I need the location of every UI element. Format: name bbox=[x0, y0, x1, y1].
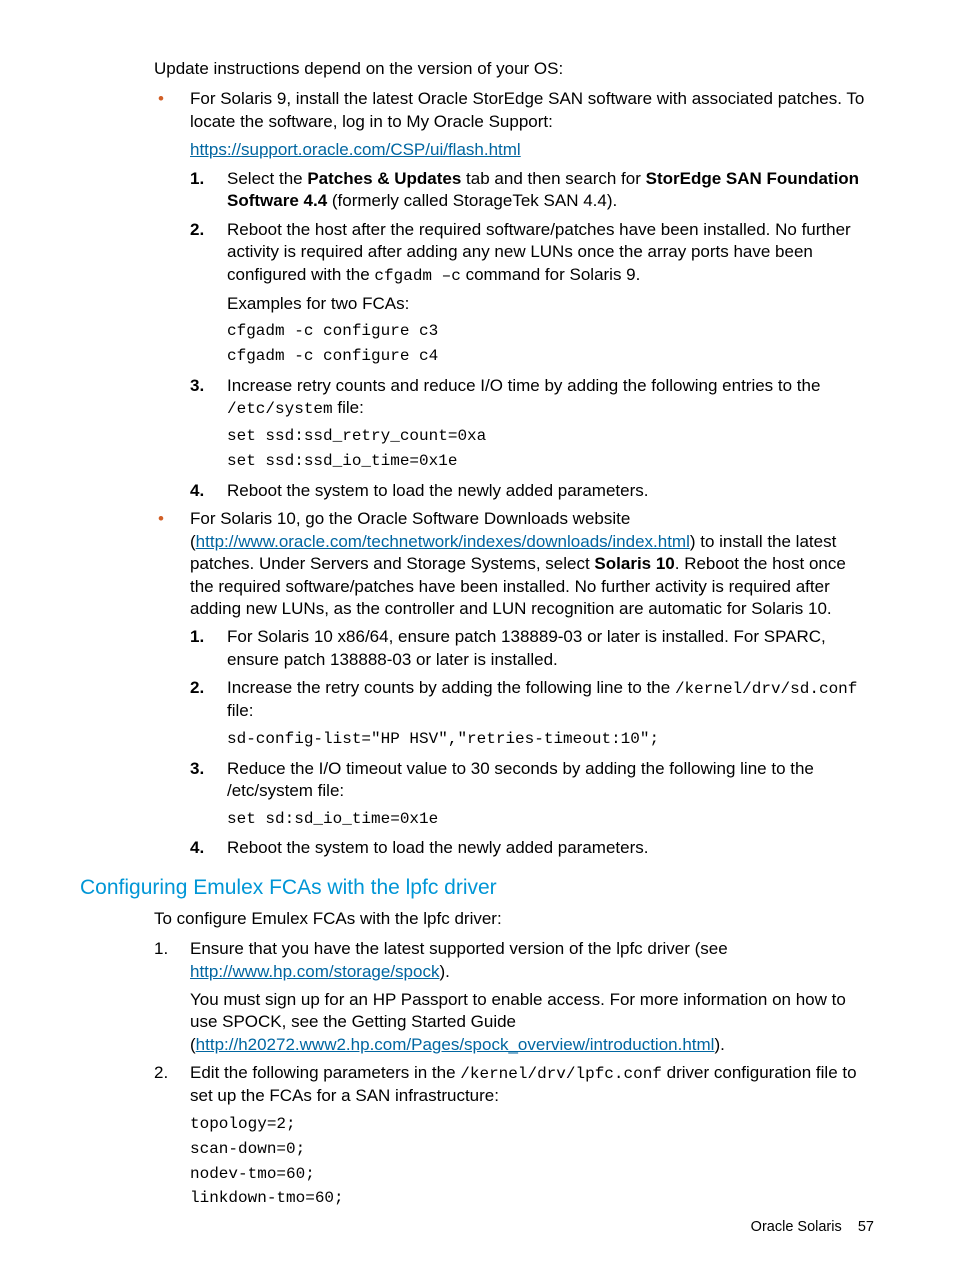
section-heading: Configuring Emulex FCAs with the lpfc dr… bbox=[80, 876, 874, 900]
oracle-downloads-link[interactable]: http://www.oracle.com/technetwork/indexe… bbox=[196, 532, 690, 551]
s9-ssd-code: set ssd:ssd_retry_count=0xa set ssd:ssd_… bbox=[227, 424, 874, 474]
s10-iotime-code: set sd:sd_io_time=0x1e bbox=[227, 807, 874, 832]
os-bullet-list: For Solaris 9, install the latest Oracle… bbox=[80, 88, 874, 859]
bullet-solaris10: For Solaris 10, go the Oracle Software D… bbox=[80, 508, 874, 860]
bullet-solaris9: For Solaris 9, install the latest Oracle… bbox=[80, 88, 874, 502]
s9-step3: Increase retry counts and reduce I/O tim… bbox=[190, 375, 874, 474]
s9-cfgadm-code: cfgadm -c configure c3 cfgadm -c configu… bbox=[227, 319, 874, 369]
intro-text: Update instructions depend on the versio… bbox=[154, 58, 874, 80]
oracle-support-link[interactable]: https://support.oracle.com/CSP/ui/flash.… bbox=[190, 140, 521, 159]
s10-step3: Reduce the I/O timeout value to 30 secon… bbox=[190, 758, 874, 832]
s10-step1: For Solaris 10 x86/64, ensure patch 1388… bbox=[190, 626, 874, 671]
footer-section: Oracle Solaris bbox=[751, 1219, 842, 1235]
document-page: Update instructions depend on the versio… bbox=[0, 0, 954, 1271]
s10-sdconf-code: sd-config-list="HP HSV","retries-timeout… bbox=[227, 727, 874, 752]
solaris9-steps: Select the Patches & Updates tab and the… bbox=[190, 168, 874, 502]
lpfc-step1: Ensure that you have the latest supporte… bbox=[154, 938, 874, 1056]
s9-step1: Select the Patches & Updates tab and the… bbox=[190, 168, 874, 213]
lpfc-step2: Edit the following parameters in the /ke… bbox=[154, 1062, 874, 1211]
s9-step4: Reboot the system to load the newly adde… bbox=[190, 480, 874, 502]
lpfc-intro: To configure Emulex FCAs with the lpfc d… bbox=[154, 908, 874, 930]
hp-spock-link[interactable]: http://www.hp.com/storage/spock bbox=[190, 962, 439, 981]
s9-step2: Reboot the host after the required softw… bbox=[190, 219, 874, 369]
lpfc-passport-note: You must sign up for an HP Passport to e… bbox=[190, 989, 874, 1056]
solaris10-steps: For Solaris 10 x86/64, ensure patch 1388… bbox=[190, 626, 874, 859]
s10-step2: Increase the retry counts by adding the … bbox=[190, 677, 874, 751]
s9-examples-label: Examples for two FCAs: bbox=[227, 293, 874, 315]
lpfc-steps: Ensure that you have the latest supporte… bbox=[154, 938, 874, 1211]
spock-guide-link[interactable]: http://h20272.www2.hp.com/Pages/spock_ov… bbox=[196, 1035, 715, 1054]
s10-step4: Reboot the system to load the newly adde… bbox=[190, 837, 874, 859]
bullet1-lead: For Solaris 9, install the latest Oracle… bbox=[190, 89, 864, 130]
lpfc-conf-code: topology=2; scan-down=0; nodev-tmo=60; l… bbox=[190, 1112, 874, 1211]
page-footer: Oracle Solaris 57 bbox=[751, 1219, 874, 1235]
footer-page-number: 57 bbox=[858, 1219, 874, 1235]
